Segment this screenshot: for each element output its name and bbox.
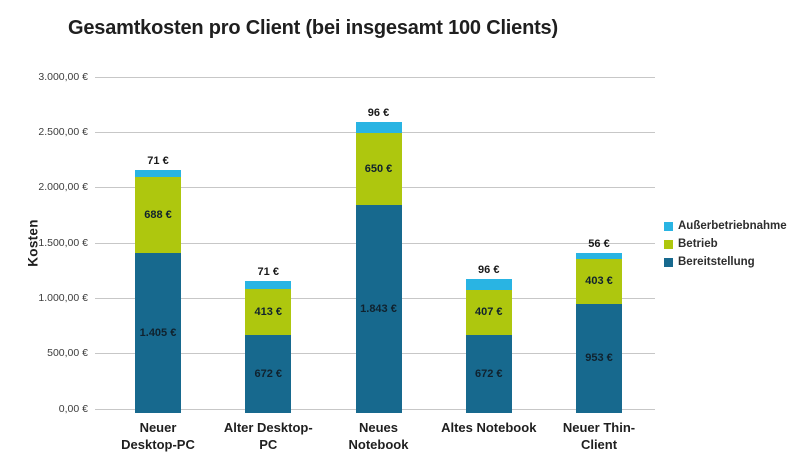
x-category-label: Altes Notebook (441, 420, 537, 435)
bar-segment-auerbetriebnahme (245, 281, 292, 289)
y-tick-label: 3.000,00 € (38, 70, 88, 83)
legend-item: Außerbetriebnahme (664, 217, 787, 235)
legend-item: Bereitstellung (664, 253, 787, 271)
bar-segment-auerbetriebnahme (465, 278, 512, 290)
x-category-label: Alter Desktop-PC (223, 420, 313, 452)
bar-value-label: 1.405 € (139, 327, 177, 340)
y-tick-label: 1.500,00 € (38, 236, 88, 249)
legend-swatch-icon (664, 257, 673, 267)
bar-value-label: 953 € (585, 352, 613, 365)
bar-segment-betrieb: 407 € (465, 289, 512, 335)
x-category-label: Neuer Desktop-PC (121, 420, 195, 452)
bar-value-label: 650 € (364, 163, 393, 176)
y-tick-label: 2.000,00 € (38, 181, 88, 194)
stacked-bar: 413 € 672 € (245, 281, 292, 413)
bar-value-label: 413 € (254, 305, 283, 318)
y-tick-label: 2.500,00 € (38, 125, 88, 138)
bar-value-label: 672 € (474, 367, 503, 380)
x-category-label: Neuer Thin-Client (562, 420, 636, 452)
bar-value-label: 403 € (585, 275, 613, 288)
y-tick-label: 1.000,00 € (38, 291, 88, 304)
legend-swatch-icon (664, 239, 673, 249)
legend-label: Bereitstellung (678, 256, 755, 268)
bar-top-value-label: 96 € (367, 107, 390, 120)
bar-value-label: 672 € (254, 367, 283, 380)
bar-top-value-label: 71 € (257, 266, 279, 279)
bar-segment-auerbetriebnahme (355, 122, 402, 134)
bar-segment-betrieb: 688 € (135, 177, 181, 254)
gridline (95, 76, 655, 78)
bar-top-value-label: 56 € (588, 237, 610, 250)
bar-segment-betrieb: 413 € (245, 288, 292, 335)
bar-segment-bereitstellung: 1.843 € (355, 205, 402, 413)
bar-segment-betrieb: 403 € (576, 258, 622, 304)
chart-title: Gesamtkosten pro Client (bei insgesamt 1… (68, 17, 558, 39)
bar-segment-bereitstellung: 953 € (576, 303, 622, 413)
x-category-label: Neues Notebook (348, 420, 409, 452)
bar-value-label: 688 € (144, 209, 172, 222)
legend-item: Betrieb (664, 235, 787, 253)
bar-segment-bereitstellung: 672 € (245, 334, 292, 413)
bar-segment-auerbetriebnahme (135, 169, 181, 178)
bar-value-label: 1.843 € (360, 302, 397, 315)
stacked-bar: 688 € 1.405 € (135, 169, 181, 413)
bar-top-value-label: 71 € (147, 154, 169, 167)
bar-value-label: 407 € (474, 306, 503, 319)
stacked-bar: 407 € 672 € (465, 278, 512, 413)
bar-segment-auerbetriebnahme (576, 252, 622, 259)
bar-segment-betrieb: 650 € (355, 133, 402, 205)
bar-top-value-label: 96 € (478, 263, 500, 276)
y-tick-label: 0,00 € (58, 402, 88, 415)
bar-segment-bereitstellung: 1.405 € (135, 253, 181, 413)
stacked-bar: 650 € 1.843 € (355, 122, 402, 413)
legend: Außerbetriebnahme Betrieb Bereitstellung (664, 217, 787, 271)
legend-label: Außerbetriebnahme (678, 220, 787, 232)
legend-swatch-icon (664, 221, 673, 231)
y-tick-label: 500,00 € (47, 347, 88, 360)
legend-label: Betrieb (678, 238, 718, 250)
bar-segment-bereitstellung: 672 € (465, 334, 512, 413)
stacked-bar: 403 € 953 € (576, 252, 622, 413)
